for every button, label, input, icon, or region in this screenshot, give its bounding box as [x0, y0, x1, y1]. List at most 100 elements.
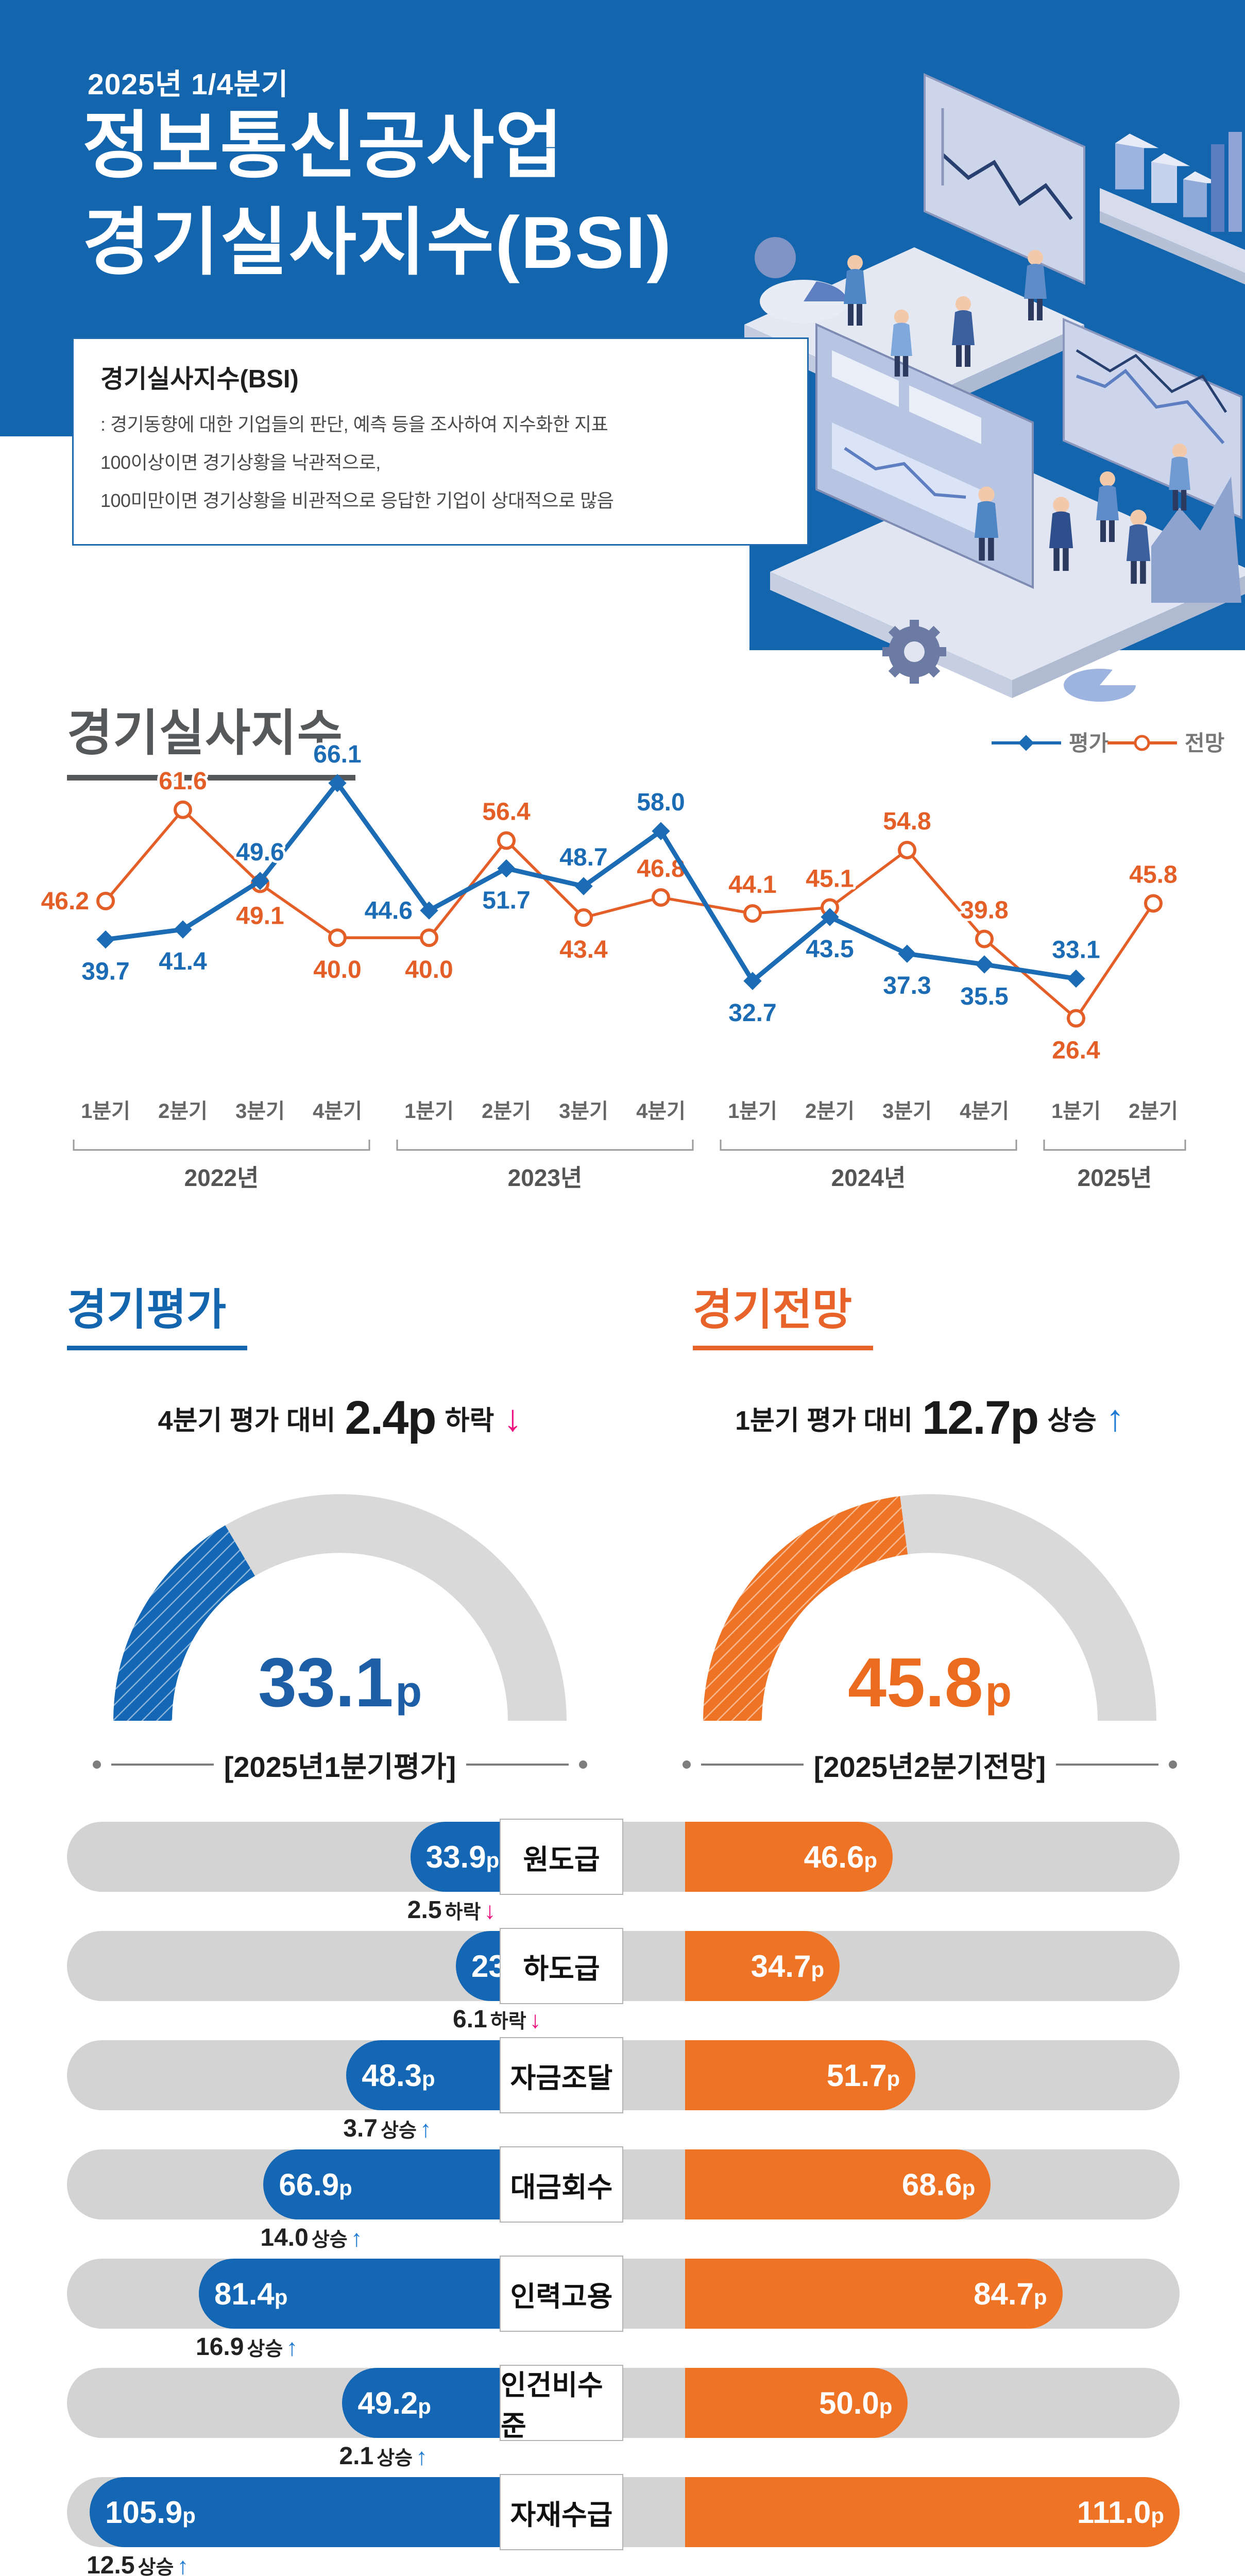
forecast-value: 84.7p — [974, 2276, 1047, 2311]
evaluation-value: 48.3p — [362, 2058, 435, 2093]
forecast-value: 34.7p — [751, 1948, 825, 1984]
data-label: 45.8 — [1129, 861, 1177, 888]
caption-line — [701, 1764, 804, 1766]
data-label: 43.4 — [559, 936, 608, 963]
up-arrow-icon: ↑ — [1105, 1397, 1124, 1439]
down-arrow-icon: ↓ — [529, 2006, 541, 2033]
data-label: 66.1 — [313, 741, 361, 768]
gauge-value: 33.1p — [258, 1643, 422, 1721]
marker-circle — [174, 800, 192, 819]
evaluation-value: 49.2p — [357, 2385, 431, 2420]
data-label: 61.6 — [159, 768, 207, 795]
data-label: 44.1 — [728, 871, 776, 899]
bar-track — [67, 1822, 1180, 1892]
bar-row-인력고용: 81.4p 84.7p 인력고용 16.9 상승 ↑ — [67, 2256, 1180, 2365]
change-annotation: 2.5 하락 ↓ — [407, 1896, 496, 1924]
data-label: 45.1 — [806, 866, 854, 893]
year-label: 2023년 — [508, 1164, 583, 1191]
x-tick-label: 1분기 — [1051, 1100, 1101, 1123]
year-bracket — [720, 1140, 1017, 1151]
marker-circle — [1067, 1009, 1085, 1028]
bar-row-대금회수: 66.9p 68.6p 대금회수 14.0 상승 ↑ — [67, 2146, 1180, 2256]
title-underline — [67, 775, 355, 781]
person-figure — [891, 309, 912, 377]
category-label: 하도급 — [500, 1928, 623, 2004]
evaluation-subtitle: 4분기 평가 대비 2.4p 하락 ↓ — [93, 1391, 587, 1445]
down-arrow-icon: ↓ — [484, 1896, 496, 1924]
up-arrow-icon: ↑ — [286, 2333, 298, 2361]
person-figure — [1024, 250, 1047, 320]
forecast-bar: 68.6p — [685, 2149, 991, 2219]
iso-bar — [1211, 144, 1224, 232]
x-tick-label: 2분기 — [482, 1100, 531, 1123]
x-tick-label: 4분기 — [313, 1100, 362, 1123]
year-bracket — [73, 1140, 370, 1151]
data-label: 51.7 — [482, 887, 530, 914]
definition-line2: 100이상이면 경기상황을 낙관적으로, — [100, 452, 381, 473]
change-annotation: 14.0 상승 ↑ — [260, 2224, 363, 2251]
x-tick-label: 1분기 — [404, 1100, 454, 1123]
definition-line1: : 경기동향에 대한 기업들의 판단, 예측 등을 조사하여 지수화한 지표 — [100, 414, 608, 435]
data-label: 41.4 — [159, 948, 207, 975]
iso-cube — [1151, 162, 1177, 203]
data-label: 35.5 — [960, 983, 1008, 1010]
gauge-value: 45.8p — [848, 1643, 1012, 1721]
iso-cube — [1115, 143, 1144, 190]
forecast-bar: 46.6p — [685, 1822, 893, 1892]
page-title-line1: 정보통신공사업 — [82, 105, 564, 187]
delta-direction: 하락 — [445, 1406, 494, 1436]
forecast-value: 50.0p — [818, 2385, 893, 2420]
bar-row-인건비수준: 49.2p 50.0p 인건비수준 2.1 상승 ↑ — [67, 2365, 1180, 2474]
shelf-front — [1100, 211, 1245, 284]
evaluation-value: 105.9p — [105, 2495, 196, 2530]
marker-diamond — [420, 901, 438, 920]
forecast-value: 68.6p — [901, 2167, 976, 2202]
gauge-fill — [703, 1496, 908, 1721]
marker-circle — [420, 928, 438, 947]
iso-cube — [1183, 179, 1207, 217]
down-arrow-icon: ↓ — [503, 1397, 522, 1439]
up-arrow-icon: ↑ — [416, 2443, 428, 2470]
data-label: 43.5 — [806, 936, 854, 963]
delta-value: 12.7p — [922, 1392, 1039, 1444]
marker-circle — [574, 908, 593, 927]
marker-diamond — [898, 944, 916, 963]
marker-circle — [328, 928, 347, 947]
forecast-value: 46.6p — [804, 1839, 878, 1874]
definition-title: 경기실사지수(BSI) — [100, 365, 299, 393]
x-tick-label: 3분기 — [559, 1100, 608, 1123]
dashboard-widget — [832, 422, 981, 536]
forecast-title: 경기전망 — [693, 1275, 873, 1350]
x-tick-label: 4분기 — [636, 1100, 686, 1123]
data-label: 56.4 — [482, 799, 531, 826]
shelf-top — [1100, 188, 1245, 273]
iso-cube-top — [1183, 171, 1219, 183]
data-label: 58.0 — [637, 789, 685, 816]
title-underline — [693, 1346, 873, 1350]
title-underline — [67, 1346, 247, 1350]
change-annotation: 16.9 상승 ↑ — [196, 2333, 298, 2361]
data-label: 37.3 — [883, 972, 931, 999]
delta-value: 2.4p — [345, 1392, 437, 1444]
person-figure — [1126, 510, 1151, 584]
gear-icon — [882, 620, 946, 684]
coin-icon — [755, 237, 796, 278]
marker-circle — [96, 891, 115, 910]
series-line-전망 — [104, 808, 1155, 1020]
platform-side — [1012, 576, 1245, 698]
section-title-index: 경기실사지수 — [67, 693, 355, 781]
legend-label: 전망 — [1185, 731, 1224, 755]
x-tick-label: 3분기 — [235, 1100, 285, 1123]
person-figure — [1169, 443, 1190, 511]
person-figure — [974, 486, 999, 561]
marker-diamond — [1067, 969, 1085, 988]
wave-board — [1063, 317, 1242, 520]
marker-circle — [743, 904, 762, 923]
caption-end-dot — [1169, 1760, 1177, 1769]
legend-label: 평가 — [1069, 731, 1108, 755]
year-bracket — [1043, 1140, 1186, 1151]
data-label: 26.4 — [1052, 1037, 1100, 1064]
category-label: 대금회수 — [500, 2146, 623, 2223]
